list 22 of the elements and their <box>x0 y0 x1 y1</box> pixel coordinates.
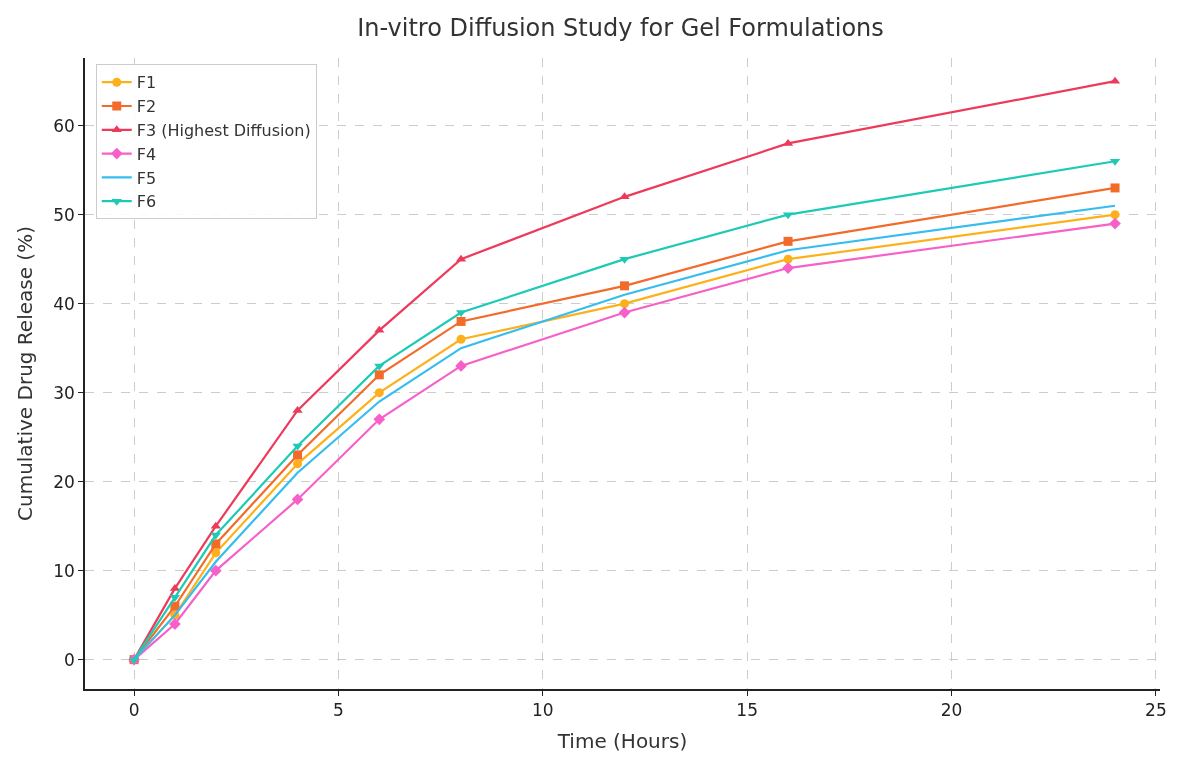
legend-label: F2 <box>136 97 157 117</box>
y-tick-label: 40 <box>53 293 75 314</box>
y-tick-label: 10 <box>53 560 75 581</box>
legend-label: F6 <box>136 192 157 212</box>
x-tick-label: 0 <box>128 700 140 721</box>
y-tick-label: 20 <box>53 471 75 492</box>
legend-label: F1 <box>136 73 157 93</box>
y-tick-label: 60 <box>53 115 75 136</box>
y-tick-label: 30 <box>53 382 75 403</box>
x-axis-title: Time (Hours) <box>556 729 688 754</box>
y-axis-title: Cumulative Drug Release (%) <box>13 226 38 521</box>
legend-label: F5 <box>136 168 157 188</box>
chart-title: In-vitro Diffusion Study for Gel Formulations <box>357 13 884 42</box>
x-tick-label: 25 <box>1145 700 1167 721</box>
x-tick-label: 20 <box>940 700 963 721</box>
y-tick-label: 50 <box>53 204 75 225</box>
legend-label: F4 <box>136 144 157 164</box>
x-tick-label: 15 <box>736 700 758 721</box>
x-tick-label: 10 <box>531 700 554 721</box>
legend-label: F3 (Highest Diffusion) <box>136 121 311 141</box>
x-tick-label: 5 <box>333 700 344 721</box>
y-tick-label: 0 <box>64 649 75 670</box>
